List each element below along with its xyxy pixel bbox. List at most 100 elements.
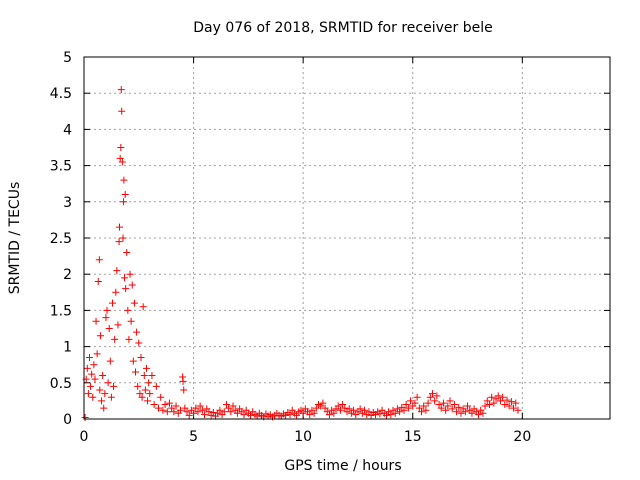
data-point	[455, 403, 463, 411]
x-tick-label: 20	[513, 429, 531, 445]
data-point	[319, 399, 327, 407]
data-point	[190, 409, 198, 417]
data-point	[132, 368, 140, 376]
data-point	[103, 306, 111, 314]
data-point	[116, 223, 124, 231]
data-point	[494, 392, 502, 400]
data-point	[127, 317, 135, 325]
chart-title: Day 076 of 2018, SRMTID for receiver bel…	[193, 20, 492, 36]
data-point	[442, 406, 450, 414]
y-tick-label: 4.5	[50, 86, 72, 102]
y-tick-label: 5	[63, 50, 72, 66]
data-point	[437, 404, 445, 412]
data-point	[185, 411, 193, 419]
data-point	[95, 256, 103, 264]
y-tick-label: 3	[63, 195, 72, 211]
data-point	[341, 404, 349, 412]
data-point	[121, 191, 129, 199]
data-point	[100, 404, 108, 412]
data-point	[209, 408, 217, 416]
data-point	[135, 339, 143, 347]
data-point	[334, 402, 342, 410]
data-point	[453, 408, 461, 416]
data-point	[312, 404, 320, 412]
data-point	[339, 401, 347, 409]
data-point	[137, 353, 145, 361]
data-point	[140, 372, 148, 380]
data-point	[81, 414, 89, 422]
data-point	[118, 107, 126, 115]
data-point	[345, 405, 353, 413]
y-tick-label: 1.5	[50, 303, 72, 319]
data-point	[83, 364, 91, 372]
data-point	[330, 409, 338, 417]
data-point	[485, 401, 493, 409]
data-point	[382, 411, 390, 419]
data-point	[155, 404, 163, 412]
data-point	[321, 404, 329, 412]
x-axis-label: GPS time / hours	[284, 458, 401, 474]
data-point	[107, 393, 115, 401]
y-tick-label: 0.5	[50, 376, 72, 392]
data-point	[152, 382, 160, 390]
data-point	[411, 399, 419, 407]
data-point	[464, 402, 472, 410]
data-point	[124, 306, 132, 314]
data-point	[444, 402, 452, 410]
data-point	[84, 390, 92, 398]
data-point	[161, 401, 169, 409]
data-point	[422, 406, 430, 414]
data-point	[92, 317, 100, 325]
data-point	[87, 382, 95, 390]
data-point	[99, 372, 107, 380]
data-point	[387, 411, 395, 419]
data-point	[194, 408, 202, 416]
data-point	[222, 401, 230, 409]
y-tick-label: 2.5	[50, 231, 72, 247]
data-point	[98, 397, 106, 405]
tick-labels: 0 5 10 15 20 0 0.5 1 1.5 2 2.5 3 3.5 4 4.5 5	[50, 50, 532, 445]
data-point	[286, 411, 294, 419]
data-point	[113, 267, 121, 275]
data-point	[180, 386, 188, 394]
data-point	[134, 382, 142, 390]
data-point	[88, 370, 96, 378]
data-point	[111, 335, 119, 343]
data-point	[96, 386, 104, 394]
data-point	[481, 402, 489, 410]
data-point	[293, 411, 301, 419]
data-point	[101, 390, 109, 398]
data-point	[225, 404, 233, 412]
data-point	[128, 281, 136, 289]
data-point	[179, 377, 187, 385]
data-point	[415, 404, 423, 412]
data-point	[356, 405, 364, 413]
y-tick-label: 1	[63, 340, 72, 356]
y-tick-label: 4	[63, 122, 72, 138]
data-point	[148, 372, 156, 380]
data-point	[420, 402, 428, 410]
y-tick-label: 0	[63, 412, 72, 428]
data-point	[475, 411, 482, 419]
data-point	[490, 399, 498, 407]
data-point	[426, 393, 434, 401]
data-point	[483, 397, 491, 405]
data-point	[165, 399, 173, 407]
data-point	[144, 397, 152, 405]
data-point	[119, 198, 127, 206]
data-point	[501, 401, 509, 409]
data-point	[126, 270, 134, 278]
data-point	[404, 404, 412, 412]
x-tick-label: 5	[189, 429, 198, 445]
data-point	[325, 411, 333, 419]
data-point	[96, 332, 104, 340]
y-tick-label: 2	[63, 267, 72, 283]
data-point	[507, 398, 515, 406]
data-point	[435, 401, 443, 409]
data-point	[157, 393, 165, 401]
data-point	[150, 401, 158, 409]
data-point	[505, 402, 513, 410]
data-point	[104, 379, 112, 387]
